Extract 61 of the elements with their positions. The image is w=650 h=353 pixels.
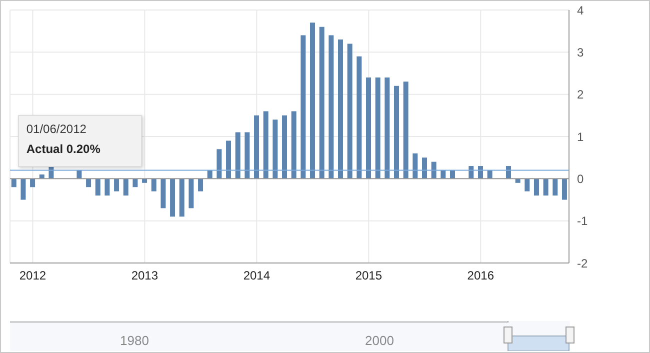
bar	[254, 115, 260, 179]
bar	[291, 111, 296, 179]
bar	[524, 178, 530, 192]
bar	[272, 120, 278, 179]
bar	[244, 132, 250, 179]
bar	[403, 82, 408, 179]
annotation: 01/06/2012	[26, 122, 86, 136]
bar	[515, 178, 520, 183]
y-tick-label: 3	[577, 45, 584, 60]
bar	[412, 153, 418, 179]
bar	[384, 77, 390, 179]
bar	[562, 178, 567, 200]
y-tick-label: 4	[577, 3, 584, 18]
x-tick-label: 2012	[19, 268, 46, 283]
bar	[310, 22, 316, 179]
bar	[300, 35, 306, 179]
x-tick-label: 2014	[243, 268, 270, 283]
y-tick-label: 2	[577, 88, 584, 102]
bar	[11, 178, 16, 188]
bar	[142, 178, 148, 183]
bar	[226, 140, 232, 179]
bar	[132, 178, 138, 188]
bar	[95, 178, 100, 196]
bar	[198, 178, 204, 192]
bar	[160, 178, 166, 208]
text: 1980	[120, 333, 149, 348]
y-tick-label: 0	[577, 172, 584, 186]
bar	[114, 178, 120, 192]
bar	[30, 178, 36, 188]
bar	[151, 178, 156, 192]
bar	[170, 178, 176, 217]
bar	[375, 77, 380, 179]
bar	[543, 178, 548, 196]
bar	[338, 40, 344, 179]
x-tick-label: 2015	[355, 268, 382, 283]
text: 2000	[365, 333, 394, 348]
bar	[179, 178, 184, 217]
bar	[263, 111, 268, 179]
bar	[319, 26, 324, 179]
bar	[422, 158, 427, 179]
bar	[552, 178, 558, 196]
bar	[216, 149, 222, 179]
y-tick-label: 1	[577, 130, 584, 144]
bar	[104, 178, 110, 196]
bar	[534, 178, 539, 196]
annotation: Actual 0.20%	[26, 142, 100, 156]
bar	[123, 178, 128, 196]
bar	[394, 86, 399, 179]
bar	[235, 132, 240, 179]
x-tick-label: 2016	[467, 268, 494, 283]
bar	[347, 44, 352, 179]
y-tick-label: -2	[577, 256, 588, 270]
bar	[188, 178, 194, 208]
bar	[356, 56, 362, 179]
bar	[86, 178, 92, 188]
x-tick-label: 2013	[131, 268, 158, 283]
bar	[282, 115, 288, 179]
bar	[366, 77, 371, 179]
bar	[328, 35, 334, 179]
bar	[20, 178, 26, 200]
y-tick-label: -1	[577, 214, 588, 228]
